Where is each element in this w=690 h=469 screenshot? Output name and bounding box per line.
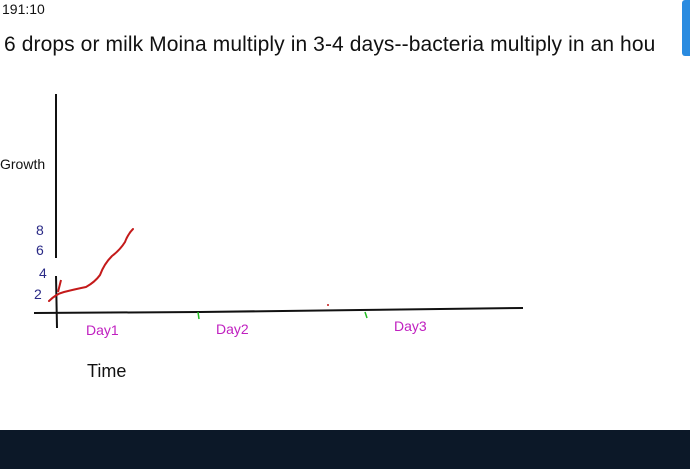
headline-text: 6 drops or milk Moina multiply in 3-4 da… [4, 33, 656, 56]
y-tick-label-2: 2 [34, 286, 42, 302]
x-day1-label: Day1 [86, 322, 119, 338]
ink-dot [327, 304, 329, 306]
bottom-bar [0, 430, 690, 469]
x-day2-label: Day2 [216, 321, 249, 337]
x-day3-label: Day3 [394, 318, 427, 334]
y-tick-label-8: 8 [36, 222, 44, 238]
scrollbar-thumb[interactable] [682, 0, 690, 56]
day2-marker [197, 311, 200, 320]
x-axis-label: Time [87, 361, 127, 381]
curve-stroke-mark [57, 279, 62, 293]
y-tick-label-6: 6 [36, 242, 44, 258]
y-axis-line [55, 94, 58, 329]
x-axis-line [33, 307, 524, 314]
y-axis-label: Growth [0, 156, 46, 172]
whiteboard-canvas[interactable]: Growth 8 6 4 2 Day1 Day2 Day3 Time [0, 70, 690, 430]
y-tick-label-4: 4 [39, 265, 47, 281]
day3-marker [364, 311, 368, 319]
timestamp: 191:10 [2, 1, 45, 17]
whiteboard-drawing [33, 94, 524, 329]
growth-curve [48, 228, 134, 302]
